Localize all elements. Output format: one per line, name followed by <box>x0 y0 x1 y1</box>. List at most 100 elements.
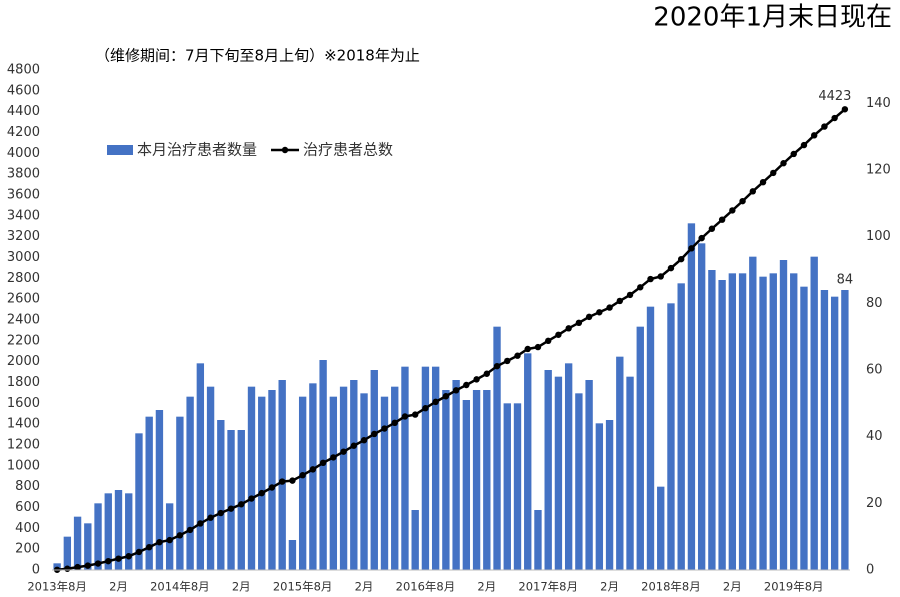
bar <box>687 223 696 571</box>
y2-tick-label: 0 <box>866 563 874 578</box>
bar <box>493 326 501 570</box>
bar <box>350 380 358 570</box>
y-tick-label: 2600 <box>7 292 40 307</box>
bar <box>176 416 184 570</box>
bar <box>585 380 593 570</box>
line-point <box>473 376 480 383</box>
bar <box>636 326 644 570</box>
y-tick-label: 800 <box>15 479 40 494</box>
bar <box>595 423 604 570</box>
y2-tick-label: 80 <box>866 296 883 311</box>
line-point <box>74 563 81 571</box>
bar <box>442 390 450 570</box>
line-point <box>432 398 439 406</box>
bar <box>708 270 716 570</box>
line-point <box>360 437 368 444</box>
bar <box>605 420 614 570</box>
line-point <box>688 245 695 252</box>
line-point <box>217 509 225 517</box>
bar <box>247 386 256 570</box>
line-point <box>186 526 194 534</box>
bar <box>145 416 153 570</box>
bar <box>738 273 747 570</box>
data-label: 4423 <box>818 89 851 104</box>
line-point <box>729 207 736 214</box>
line-point <box>606 304 613 311</box>
line-point <box>84 562 92 569</box>
line-point <box>105 557 112 565</box>
legend-label: 本月治疗患者数量 <box>137 141 257 159</box>
legend-swatch <box>107 145 133 155</box>
bar <box>728 273 737 570</box>
line-point <box>534 343 542 351</box>
line-point <box>718 216 726 223</box>
line-point <box>125 553 132 560</box>
line-point <box>544 337 552 345</box>
chart-subtitle: （维修期间：7月下旬至8月上旬）※2018年为止 <box>95 47 420 65</box>
y-tick-label: 4000 <box>7 146 40 161</box>
x-tick-label: 2019年8月 <box>764 580 824 594</box>
bar <box>790 273 798 570</box>
legend-label: 治疗患者总数 <box>303 141 393 159</box>
x-tick-label: 2015年8月 <box>273 580 333 594</box>
line-point <box>831 114 838 122</box>
bar <box>370 370 378 570</box>
x-tick-label: 2013年8月 <box>27 580 87 594</box>
line-point <box>841 106 849 113</box>
y-tick-label: 4800 <box>7 63 40 78</box>
line-point <box>585 313 593 321</box>
y-tick-label: 2000 <box>7 354 40 369</box>
x-tick-label: 2017年8月 <box>518 580 578 594</box>
line-point <box>514 352 521 359</box>
line-point <box>647 275 654 283</box>
bar <box>677 283 685 570</box>
bar <box>718 280 726 570</box>
line-point <box>227 505 235 512</box>
bar <box>646 306 655 570</box>
y-tick-label: 1000 <box>7 458 40 473</box>
x-tick-label: 2018年8月 <box>641 580 701 594</box>
bar <box>94 503 102 570</box>
line <box>56 108 846 572</box>
bar <box>483 390 491 570</box>
bar <box>391 386 399 570</box>
bar <box>114 490 123 570</box>
y-tick-label: 2800 <box>7 271 40 286</box>
bar <box>779 260 788 570</box>
bar <box>329 396 338 570</box>
bar <box>697 243 706 571</box>
line-point <box>442 393 450 400</box>
bar <box>63 536 72 570</box>
y2-tick-label: 60 <box>866 363 883 378</box>
bar <box>258 396 266 570</box>
bar <box>513 403 522 570</box>
line-point <box>483 370 491 377</box>
bar <box>544 370 552 570</box>
bar <box>84 523 92 570</box>
legend-swatch <box>281 146 289 154</box>
line-point <box>330 454 337 461</box>
line-point <box>391 419 398 427</box>
bar <box>472 390 481 570</box>
bar <box>667 303 675 570</box>
line-point <box>800 141 808 149</box>
y-tick-label: 400 <box>15 521 40 536</box>
x-tick-label: 2月 <box>355 580 374 594</box>
line-point <box>64 565 71 572</box>
line-point <box>749 188 757 195</box>
line-point <box>657 273 664 280</box>
y2-tick-label: 100 <box>866 229 891 244</box>
line-point <box>821 123 828 130</box>
bar <box>657 486 665 570</box>
line-point <box>637 284 644 291</box>
y-tick-label: 4400 <box>7 104 40 119</box>
line-point <box>258 489 265 497</box>
line-point <box>565 325 572 332</box>
line-point <box>759 178 767 186</box>
bar <box>360 393 368 570</box>
bar <box>431 366 440 570</box>
line-point <box>463 381 470 389</box>
y-tick-label: 1800 <box>7 375 40 390</box>
bar <box>841 290 849 570</box>
line-point <box>278 478 286 485</box>
